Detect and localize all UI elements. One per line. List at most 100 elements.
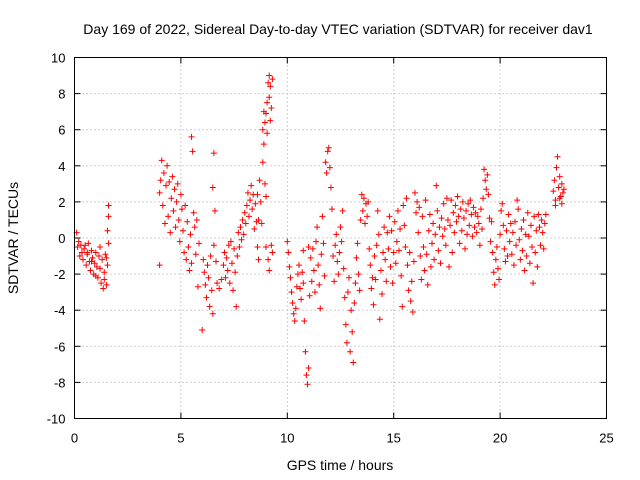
data-point	[532, 249, 539, 256]
data-point	[516, 236, 523, 243]
data-point	[531, 213, 538, 220]
data-point	[560, 186, 567, 193]
data-point	[432, 231, 439, 238]
data-point	[222, 274, 229, 281]
data-point	[399, 303, 406, 310]
data-point	[541, 220, 548, 227]
data-point	[439, 233, 446, 240]
data-point	[265, 79, 272, 86]
data-point	[461, 245, 468, 252]
data-point	[529, 244, 536, 251]
data-point	[552, 202, 559, 209]
data-point	[75, 238, 82, 245]
data-point	[101, 269, 108, 276]
data-point	[517, 256, 524, 263]
data-point	[471, 224, 478, 231]
data-point	[343, 339, 350, 346]
data-point	[430, 220, 437, 227]
data-point	[458, 227, 465, 234]
data-point	[470, 204, 477, 211]
data-point	[292, 305, 299, 312]
data-point	[538, 216, 545, 223]
data-point	[180, 227, 187, 234]
data-point	[492, 256, 499, 263]
data-point	[170, 207, 177, 214]
data-point	[300, 280, 307, 287]
y-tick-label: 10	[51, 51, 65, 66]
data-point	[514, 197, 521, 204]
data-point	[325, 144, 332, 151]
data-point	[252, 200, 259, 207]
data-point	[307, 254, 314, 261]
data-point	[556, 173, 563, 180]
data-point	[251, 225, 258, 232]
data-point	[181, 249, 188, 256]
grid-lines	[74, 57, 607, 419]
data-point	[472, 209, 479, 216]
data-point	[209, 184, 216, 191]
data-point	[266, 267, 273, 274]
data-point	[340, 265, 347, 272]
data-point	[468, 211, 475, 218]
data-point	[464, 231, 471, 238]
data-point	[156, 262, 163, 269]
data-point	[168, 195, 175, 202]
data-point	[259, 126, 266, 133]
data-point	[498, 207, 505, 214]
x-axis-label: GPS time / hours	[287, 457, 394, 473]
data-point	[326, 164, 333, 171]
data-point	[442, 242, 449, 249]
data-point	[376, 316, 383, 323]
data-point	[534, 263, 541, 270]
data-point	[511, 218, 518, 225]
data-point	[386, 213, 393, 220]
data-point	[371, 253, 378, 260]
y-tick-label: -6	[54, 339, 66, 354]
data-point	[499, 200, 506, 207]
data-point	[484, 171, 491, 178]
x-tick-label: 10	[280, 431, 294, 446]
data-point	[188, 133, 195, 140]
data-point	[334, 258, 341, 265]
data-point	[284, 238, 291, 245]
data-point	[510, 262, 517, 269]
data-point	[203, 294, 210, 301]
data-point	[396, 247, 403, 254]
data-point	[380, 249, 387, 256]
data-point	[378, 290, 385, 297]
data-point	[187, 231, 194, 238]
data-point	[249, 206, 256, 213]
plot-frame	[74, 57, 607, 419]
data-point	[105, 240, 112, 247]
data-point	[102, 251, 109, 258]
data-point	[160, 170, 167, 177]
data-point	[440, 200, 447, 207]
data-point	[267, 83, 274, 90]
data-point	[296, 262, 303, 269]
data-point	[535, 211, 542, 218]
data-point	[422, 197, 429, 204]
data-point	[226, 280, 233, 287]
data-point	[302, 348, 309, 355]
data-point	[504, 253, 511, 260]
data-point	[354, 240, 361, 247]
data-point	[447, 222, 454, 229]
data-point	[208, 287, 215, 294]
data-point	[224, 267, 231, 274]
data-point	[189, 148, 196, 155]
data-point	[388, 227, 395, 234]
y-axis-label: SDTVAR / TECUs	[5, 182, 21, 294]
data-point	[450, 209, 457, 216]
data-point	[370, 301, 377, 308]
data-point	[459, 198, 466, 205]
data-point	[409, 309, 416, 316]
data-point	[261, 180, 268, 187]
data-point	[287, 274, 294, 281]
data-point	[80, 256, 87, 263]
data-point	[444, 216, 451, 223]
data-point	[416, 204, 423, 211]
data-point	[319, 213, 326, 220]
data-point	[85, 240, 92, 247]
data-point	[401, 222, 408, 229]
